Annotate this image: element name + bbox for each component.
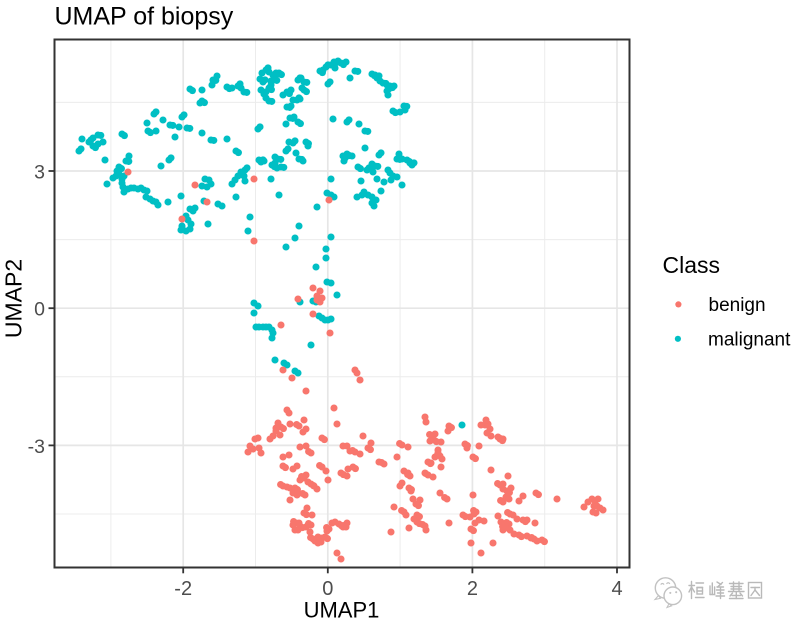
svg-text:3: 3 bbox=[34, 162, 45, 184]
svg-text:UMAP of biopsy: UMAP of biopsy bbox=[55, 3, 234, 31]
svg-text:benign: benign bbox=[709, 295, 766, 316]
svg-text:4: 4 bbox=[611, 578, 622, 600]
svg-text:0: 0 bbox=[34, 299, 45, 321]
svg-text:malignant: malignant bbox=[708, 329, 791, 350]
svg-text:Class: Class bbox=[663, 252, 721, 278]
svg-text:0: 0 bbox=[322, 578, 333, 600]
svg-text:2: 2 bbox=[467, 578, 478, 600]
svg-text:-3: -3 bbox=[28, 436, 45, 458]
svg-text:UMAP2: UMAP2 bbox=[1, 259, 27, 338]
svg-text:-2: -2 bbox=[174, 578, 192, 600]
svg-text:UMAP1: UMAP1 bbox=[304, 597, 380, 622]
